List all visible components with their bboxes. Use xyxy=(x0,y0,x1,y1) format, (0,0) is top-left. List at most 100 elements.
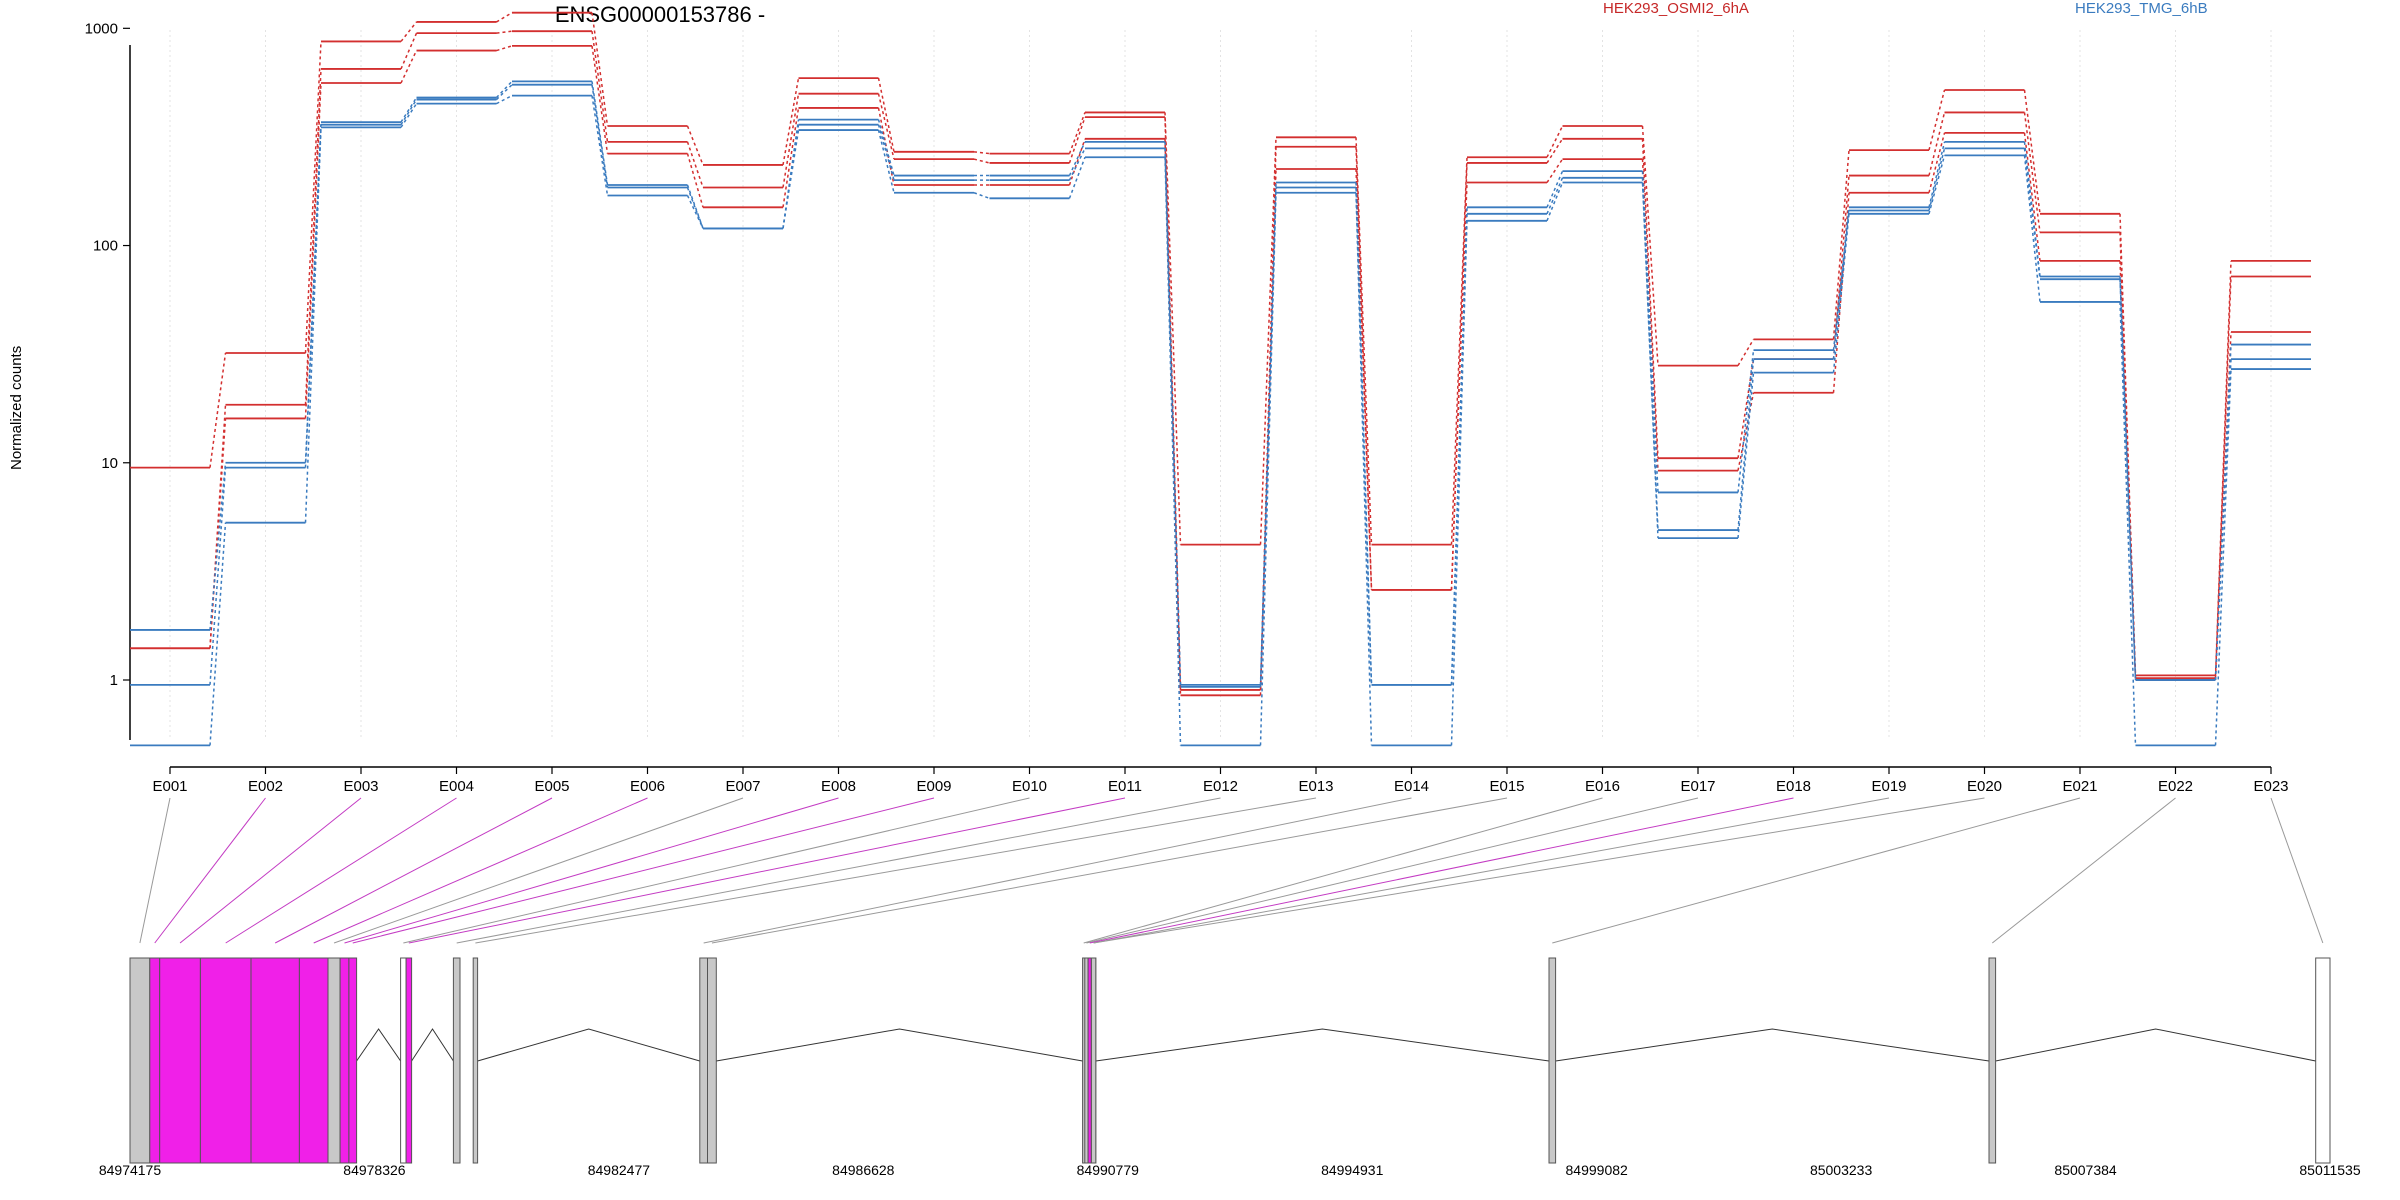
series-2-connector xyxy=(1450,182,1468,590)
series-0-connector xyxy=(209,352,227,468)
exon-block-e015 xyxy=(707,957,717,1164)
series-2-connector xyxy=(1355,169,1373,590)
connector-e017 xyxy=(1086,797,1699,944)
exon-connectors xyxy=(139,797,2324,944)
x-tick-label-e002: E002 xyxy=(248,778,283,795)
series-0-connector xyxy=(973,151,990,155)
connector-e006 xyxy=(313,797,648,944)
series-0-connector xyxy=(304,41,322,354)
exon-block-e011 xyxy=(405,957,413,1164)
connector-e023 xyxy=(2270,797,2324,944)
series-1-connector xyxy=(1546,138,1564,164)
x-tick-label-e016: E016 xyxy=(1585,778,1620,795)
connector-e002 xyxy=(154,797,266,944)
series-4-connector xyxy=(686,187,704,229)
series-0-connector xyxy=(1832,150,1850,340)
series-5-connector xyxy=(1068,156,1086,199)
connector-e012 xyxy=(456,797,1221,944)
series-4-connector xyxy=(1737,359,1755,531)
exon-block-e002 xyxy=(149,957,161,1164)
y-tick-label: 10 xyxy=(101,455,118,472)
series-1-connector xyxy=(400,32,418,70)
series-5-connector xyxy=(1641,182,1659,539)
series-0-connector xyxy=(1068,112,1086,154)
x-tick-label-e006: E006 xyxy=(630,778,665,795)
genomic-tick-label: 84994931 xyxy=(1321,1162,1384,1178)
series-5 xyxy=(130,94,2311,747)
series-5-connector xyxy=(1259,192,1277,746)
genomic-tick-label: 84974175 xyxy=(99,1162,162,1178)
series-5-connector xyxy=(591,95,609,196)
series-0-connector xyxy=(782,77,800,166)
connector-e005 xyxy=(274,797,553,944)
exon-block-e020 xyxy=(1090,957,1097,1164)
x-tick-label-e015: E015 xyxy=(1489,778,1524,795)
series-4-connector xyxy=(1546,177,1564,215)
connector-e014 xyxy=(703,797,1412,944)
series-4-connector xyxy=(591,84,609,188)
series-3-connector xyxy=(2119,276,2137,681)
connector-e008 xyxy=(344,797,839,944)
series-5-connector xyxy=(973,192,990,200)
series-1-connector xyxy=(782,93,800,188)
intron-0 xyxy=(356,1028,402,1062)
series-1-connector xyxy=(686,141,704,188)
exon-block-e008 xyxy=(339,957,350,1164)
series-1-connector xyxy=(496,30,513,34)
exon-block-e003 xyxy=(159,957,201,1164)
series-2-connector xyxy=(877,107,895,186)
genomic-tick-label: 85003233 xyxy=(1810,1162,1873,1178)
y-tick-label: 1 xyxy=(110,672,118,689)
x-axis: E001 E002 E003 E004 E005 E006 E007 E008 E009 E010… xyxy=(152,766,2289,795)
connector-e013 xyxy=(475,797,1317,944)
series-4-connector xyxy=(2214,359,2232,681)
x-tick-label-e022: E022 xyxy=(2158,778,2193,795)
connector-e004 xyxy=(225,797,457,944)
series-1-connector xyxy=(1737,359,1755,459)
x-tick-label-e013: E013 xyxy=(1298,778,1333,795)
gridlines xyxy=(169,30,2272,740)
series-3-connector xyxy=(877,119,895,176)
series-0-connector xyxy=(2023,89,2041,214)
y-tick-label: 100 xyxy=(93,238,118,255)
genomic-tick-label: 85007384 xyxy=(2054,1162,2117,1178)
series-5-connector xyxy=(686,195,704,229)
genomic-tick-label: 84990779 xyxy=(1077,1162,1140,1178)
intron-6 xyxy=(1995,1028,2316,1062)
x-tick-label-e020: E020 xyxy=(1967,778,2002,795)
exon-block-e021 xyxy=(1548,957,1557,1164)
series-4-connector xyxy=(1832,210,1850,360)
series-4-connector xyxy=(1641,177,1659,531)
series-0-connector xyxy=(1928,89,1946,151)
connector-e020 xyxy=(1093,797,1985,944)
x-tick-label-e001: E001 xyxy=(152,778,187,795)
series-0-connector xyxy=(1641,125,1659,366)
series-0-connector xyxy=(1164,112,1182,545)
series-1-connector xyxy=(1641,138,1659,459)
series-2-connector xyxy=(591,45,609,154)
series-2-connector xyxy=(1546,158,1564,183)
series-5-connector xyxy=(1546,182,1564,222)
series-5-connector xyxy=(1832,213,1850,373)
connector-e016 xyxy=(1083,797,1603,944)
series-0-connector xyxy=(877,77,895,152)
series-1-connector xyxy=(877,93,895,160)
series-3-connector xyxy=(1068,141,1086,176)
x-tick-label-e005: E005 xyxy=(534,778,569,795)
x-tick-label-e008: E008 xyxy=(821,778,856,795)
series-5-connector xyxy=(1355,192,1373,746)
series-4-connector xyxy=(782,124,800,229)
series-3-connector xyxy=(400,97,418,123)
connector-e001 xyxy=(139,797,171,944)
connector-e007 xyxy=(333,797,744,944)
x-tick-label-e017: E017 xyxy=(1680,778,1715,795)
series-3-connector xyxy=(1928,141,1946,208)
connector-e010 xyxy=(403,797,1030,944)
series-3-connector xyxy=(1450,207,1468,685)
x-tick-label-e023: E023 xyxy=(2253,778,2288,795)
series-4-connector xyxy=(1450,213,1468,685)
x-tick-label-e018: E018 xyxy=(1776,778,1811,795)
series-5-connector xyxy=(2023,155,2041,303)
series-2-connector xyxy=(496,45,513,52)
